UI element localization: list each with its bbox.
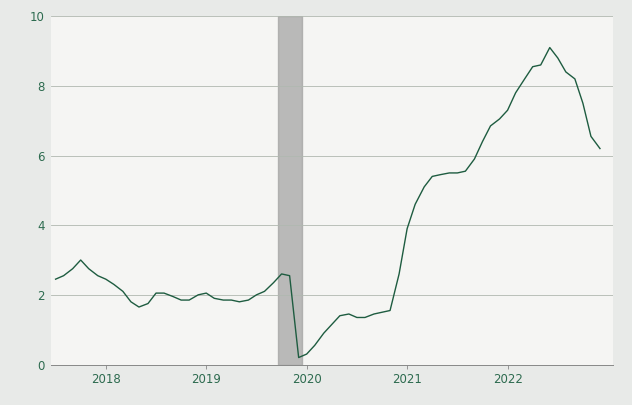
Bar xyxy=(277,16,301,364)
